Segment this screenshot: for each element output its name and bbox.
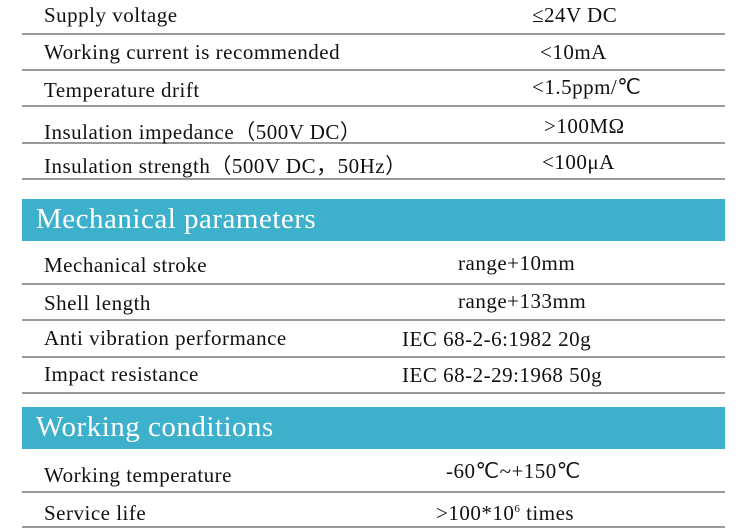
section-header-working: Working conditions (22, 407, 725, 449)
row-value: >100*106 times (436, 501, 574, 526)
row-label: Supply voltage (44, 3, 178, 27)
table-row: Working current is recommended <10mA (22, 35, 725, 71)
section-header-mechanical: Mechanical parameters (22, 199, 725, 241)
value-unit: times (520, 501, 575, 525)
table-row: Impact resistance IEC 68-2-29:1968 50g (22, 358, 725, 394)
table-row: Working temperature -60℃~+150℃ (22, 451, 725, 493)
row-label: Temperature drift (44, 78, 200, 102)
section-title: Mechanical parameters (36, 203, 317, 235)
table-row: Supply voltage ≤24V DC (22, 0, 725, 35)
row-value: range+10mm (458, 251, 576, 275)
row-label: Insulation impedance（500V DC） (44, 120, 362, 144)
row-value: -60℃~+150℃ (446, 459, 581, 483)
table-row: Temperature drift <1.5ppm/℃ (22, 71, 725, 107)
row-label: Service life (44, 501, 147, 525)
row-value: >100MΩ (544, 114, 625, 138)
row-value: <10mA (540, 40, 607, 64)
section-title: Working conditions (36, 411, 274, 443)
table-row: Service life >100*106 times (22, 493, 725, 528)
row-value: ≤24V DC (532, 3, 618, 27)
row-value: <100μA (542, 150, 615, 174)
row-label: Impact resistance (44, 362, 199, 386)
row-label: Mechanical stroke (44, 253, 208, 277)
row-label: Shell length (44, 291, 151, 315)
table-row: Shell length range+133mm (22, 285, 725, 321)
row-label: Insulation strength（500V DC，50Hz） (44, 154, 407, 178)
table-row: Anti vibration performance IEC 68-2-6:19… (22, 321, 725, 358)
row-label: Anti vibration performance (44, 326, 287, 350)
row-label: Working temperature (44, 463, 232, 487)
table-row: Insulation impedance（500V DC） >100MΩ (22, 107, 725, 144)
value-exponent: 6 (514, 503, 521, 515)
row-value: IEC 68-2-6:1982 20g (402, 327, 592, 351)
row-value: range+133mm (458, 289, 587, 313)
row-value: <1.5ppm/℃ (532, 75, 642, 99)
value-base: >100*10 (436, 501, 515, 525)
row-label: Working current is recommended (44, 40, 341, 64)
table-row: Insulation strength（500V DC，50Hz） <100μA (22, 144, 725, 180)
table-row: Mechanical stroke range+10mm (22, 243, 725, 285)
row-value: IEC 68-2-29:1968 50g (402, 363, 603, 387)
